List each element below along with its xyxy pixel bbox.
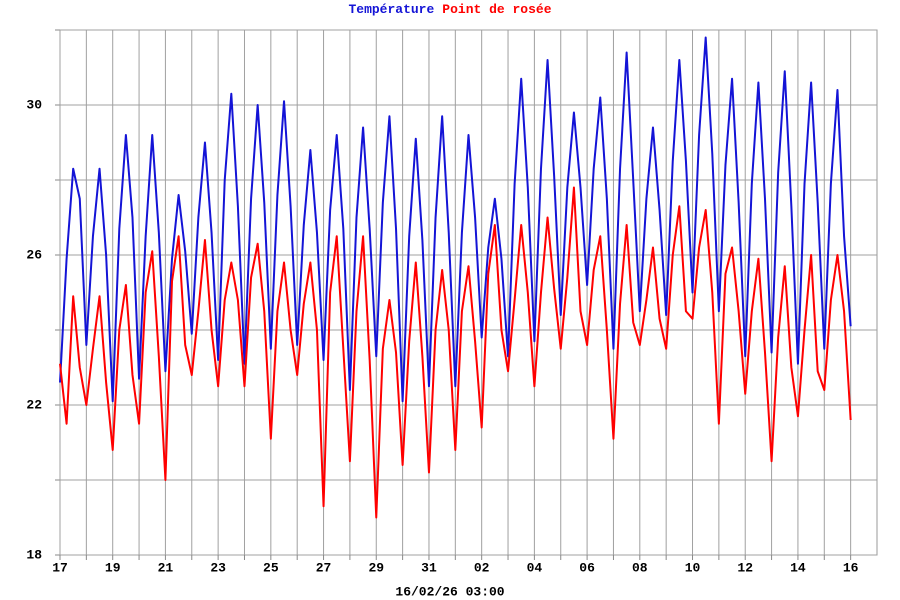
y-tick-label: 22	[26, 397, 42, 412]
x-tick-label: 23	[210, 560, 226, 575]
x-axis-label: 16/02/26 03:00	[395, 584, 504, 599]
y-tick-label: 30	[26, 97, 42, 112]
x-tick-label: 17	[52, 560, 68, 575]
x-tick-label: 10	[685, 560, 701, 575]
x-tick-label: 12	[737, 560, 753, 575]
series-line	[59, 186, 852, 519]
x-tick-label: 06	[579, 560, 595, 575]
x-tick-label: 02	[474, 560, 490, 575]
y-tick-label: 18	[26, 547, 42, 562]
x-tick-label: 21	[158, 560, 174, 575]
x-tick-label: 16	[843, 560, 859, 575]
plot-area	[59, 29, 878, 556]
x-tick-label: 19	[105, 560, 121, 575]
x-tick-label: 25	[263, 560, 279, 575]
legend-entry: Température	[348, 2, 434, 17]
series-line	[59, 36, 852, 403]
chart-title: Température Point de rosée	[348, 2, 551, 17]
x-tick-label: 27	[316, 560, 332, 575]
y-tick-label: 26	[26, 247, 42, 262]
legend-entry: Point de rosée	[442, 2, 551, 17]
x-tick-label: 14	[790, 560, 806, 575]
x-tick-label: 31	[421, 560, 437, 575]
x-tick-label: 08	[632, 560, 648, 575]
x-tick-label: 29	[368, 560, 384, 575]
x-tick-label: 04	[527, 560, 543, 575]
